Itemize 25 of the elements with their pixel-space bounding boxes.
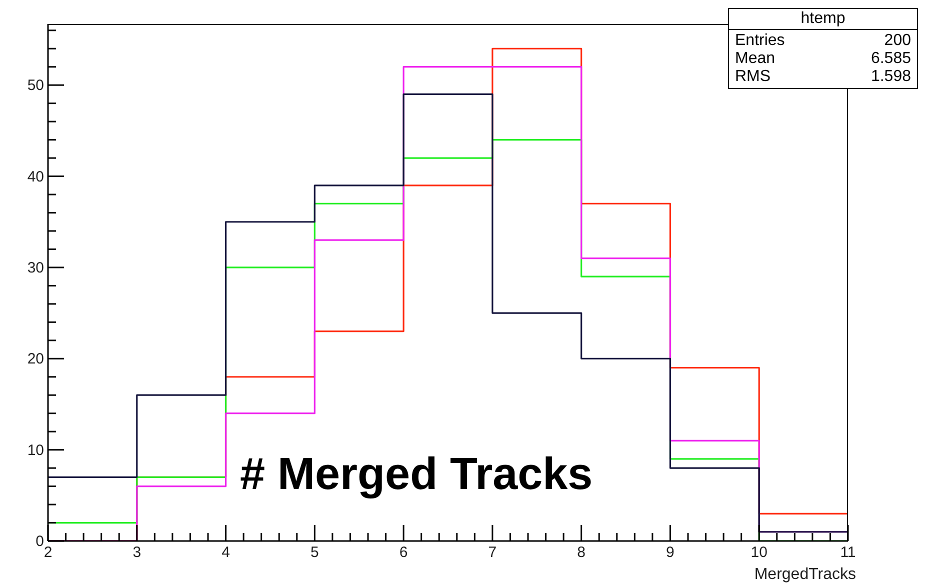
y-tick-label: 40 (27, 168, 44, 186)
x-tick-label: 4 (222, 544, 230, 561)
x-tick-label: 8 (577, 544, 586, 561)
x-tick-label: 2 (44, 544, 52, 561)
x-tick-label: 9 (666, 544, 674, 561)
x-tick-label: 10 (750, 544, 768, 561)
annotation: Entries (735, 32, 785, 50)
x-tick-label: 3 (132, 544, 142, 561)
text: 6.585 (870, 50, 911, 68)
text: 1.598 (870, 68, 911, 86)
y-tick-label: 50 (27, 77, 44, 94)
text: 200 (884, 32, 911, 50)
x-tick-label: 5 (310, 544, 319, 561)
y-tick-label: 20 (27, 350, 44, 368)
y-tick-label: 10 (27, 442, 44, 459)
y-tick-label: 30 (27, 259, 44, 276)
annotation: # Merged Tracks (240, 448, 593, 500)
annotation: htemp (729, 9, 917, 30)
annotation: RMS (735, 68, 771, 86)
x-tick-label: 11 (840, 544, 856, 561)
x-tick-label: 7 (488, 544, 497, 561)
y-tick-label: 0 (36, 533, 44, 550)
annotation: Mean (735, 50, 776, 68)
x-tick-label: 6 (399, 544, 408, 561)
x-axis-title: MergedTracks (754, 566, 856, 584)
